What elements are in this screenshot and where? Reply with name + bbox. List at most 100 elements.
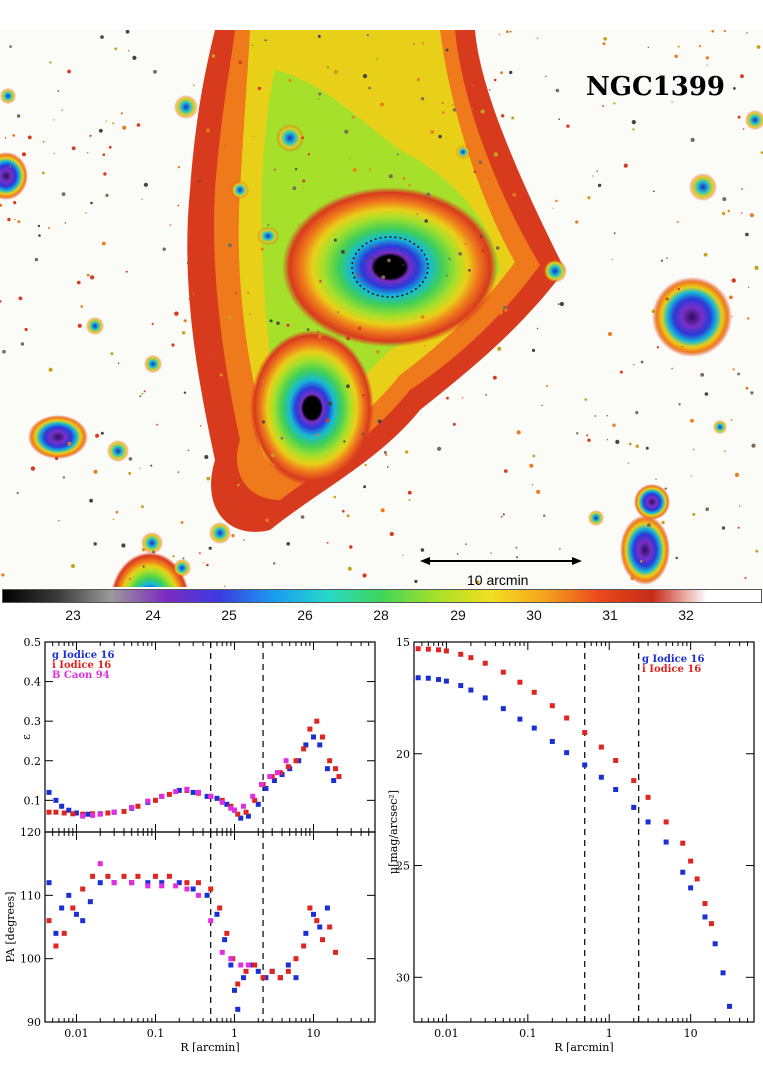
background-source <box>512 192 517 197</box>
background-source <box>380 508 385 513</box>
data-point <box>274 770 280 776</box>
background-source <box>341 250 345 254</box>
background-source <box>347 566 352 571</box>
data-point <box>228 962 234 968</box>
background-source <box>120 112 123 115</box>
data-point <box>631 778 637 784</box>
data-point <box>208 918 214 924</box>
background-source <box>422 42 425 45</box>
background-source <box>53 119 55 121</box>
data-point <box>217 905 223 911</box>
data-point <box>301 943 307 949</box>
background-source <box>677 45 680 48</box>
data-point <box>333 949 339 955</box>
data-point <box>260 975 266 981</box>
plot-frame <box>44 831 376 1023</box>
data-point <box>235 1006 241 1012</box>
background-source <box>18 296 23 301</box>
background-source <box>71 564 75 568</box>
plot-frame <box>413 641 755 1023</box>
data-point <box>53 930 59 936</box>
data-point <box>517 716 523 722</box>
series-b-caon-94 <box>97 861 251 968</box>
background-source <box>493 152 499 157</box>
companion-galaxy <box>250 330 374 486</box>
background-source <box>456 553 459 555</box>
background-source <box>90 275 95 280</box>
background-source <box>656 346 660 349</box>
background-source <box>555 88 560 93</box>
data-point <box>688 885 694 891</box>
background-source <box>349 545 353 549</box>
data-point <box>327 758 333 764</box>
background-source <box>264 39 267 42</box>
data-point <box>80 886 86 892</box>
background-source <box>333 495 337 499</box>
background-source <box>472 84 474 87</box>
background-source <box>594 415 597 417</box>
background-source <box>536 489 541 494</box>
data-point <box>317 742 323 748</box>
data-point <box>135 873 141 879</box>
data-point <box>663 839 669 845</box>
background-source <box>606 439 608 441</box>
y-axis-label: ε <box>20 734 33 740</box>
background-source <box>14 218 16 221</box>
background-source <box>458 252 462 256</box>
background-source <box>358 326 362 330</box>
ngc1399-core <box>282 187 498 347</box>
background-source <box>301 136 304 139</box>
background-source <box>228 243 232 248</box>
data-point <box>97 880 103 886</box>
background-source <box>237 483 240 487</box>
data-point <box>694 876 700 882</box>
series-g-iodice-16 <box>46 880 330 1012</box>
background-source <box>378 403 381 406</box>
background-source <box>441 111 445 114</box>
data-point <box>259 782 265 787</box>
background-source <box>4 137 7 139</box>
background-source <box>187 449 190 452</box>
galaxy-image: NGC1399 10 arcmin <box>0 30 763 587</box>
data-point <box>250 793 256 799</box>
background-source <box>602 42 606 46</box>
background-source <box>452 108 457 112</box>
data-point <box>708 921 714 927</box>
background-source <box>493 78 497 82</box>
background-source <box>660 259 664 262</box>
background-source <box>346 514 350 518</box>
background-source <box>337 311 339 313</box>
background-source <box>276 321 280 325</box>
background-source <box>30 466 36 471</box>
background-source <box>405 450 409 454</box>
data-point <box>702 901 708 907</box>
data-point <box>173 789 179 795</box>
background-source <box>132 55 137 60</box>
background-source <box>739 505 741 507</box>
data-point <box>235 981 241 987</box>
data-point <box>283 758 289 764</box>
background-source <box>349 157 352 160</box>
background-source <box>206 476 211 481</box>
data-point <box>564 750 570 756</box>
data-point <box>293 975 299 981</box>
data-point <box>46 918 52 924</box>
background-source <box>747 317 750 320</box>
data-point <box>252 797 258 803</box>
data-point <box>70 905 76 911</box>
background-source <box>626 532 629 534</box>
data-point <box>311 911 317 917</box>
background-source <box>105 120 108 122</box>
x-tick-label: 0.01 <box>64 1027 89 1040</box>
background-source <box>379 102 384 107</box>
background-source <box>182 557 185 560</box>
background-source <box>1 573 5 577</box>
data-point <box>204 793 210 799</box>
background-source <box>183 391 187 394</box>
data-point <box>129 804 135 810</box>
background-source <box>206 128 210 133</box>
background-source <box>267 224 269 226</box>
data-point <box>222 937 228 943</box>
colorbar-tick: 31 <box>602 607 618 623</box>
data-point <box>238 962 244 968</box>
